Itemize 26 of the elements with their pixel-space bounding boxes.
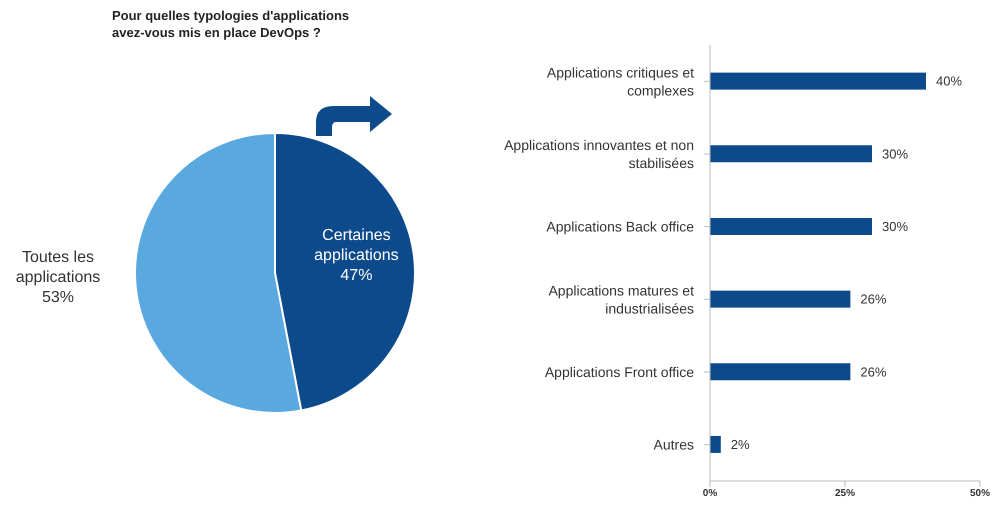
bar [710,290,850,308]
x-tick-label: 50% [970,488,990,500]
y-tick-label: Applications critiques et complexes [546,64,694,98]
slice-label: Toutes les applications [16,248,100,286]
slice-label: Certaines applications [314,226,399,264]
bar [710,436,721,453]
y-tick-label: Applications Back office [546,218,694,235]
data-label: 30% [882,219,908,234]
data-label: 30% [882,146,908,162]
chart-title: Pour quelles typologies d'applications avez-vous mis en place DevOps ? [112,8,350,40]
data-label: 26% [860,364,887,380]
x-tick-label: 25% [834,488,856,500]
y-tick-label: Applications innovantes et non stabilisées [504,137,694,171]
bar [710,72,926,90]
y-tick-label: Autres [654,436,694,453]
y-tick-label: Applications matures et industrialisées [548,282,694,316]
bar [710,363,850,380]
y-tick-label: Applications Front office [544,364,694,380]
bar [710,218,872,235]
data-label: 47% [340,266,372,284]
data-label: 26% [860,292,887,307]
data-label: 2% [730,437,750,452]
x-tick-label: 0% [702,488,718,500]
data-label: 40% [936,74,962,89]
bar [710,145,872,162]
data-label: 53% [42,288,74,306]
